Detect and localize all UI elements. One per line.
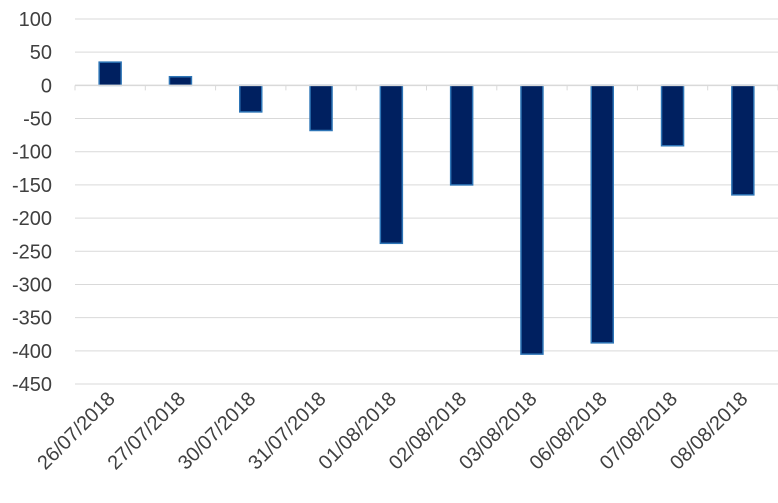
bar-31/07/2018: [309, 84, 333, 132]
gridlines: [75, 18, 778, 385]
y-tick-label: -450: [12, 374, 52, 396]
y-tick-label: 50: [30, 42, 52, 64]
y-tick-label: -200: [12, 208, 52, 230]
bar-07/08/2018: [660, 84, 685, 147]
y-tick-label: -250: [12, 241, 52, 263]
y-tick-label: -350: [12, 308, 52, 330]
y-tick-label: 0: [41, 75, 52, 97]
y-axis: 100 50 0 -50 -100 -150 -200 -250 -300 -350 -400 -45…: [12, 9, 52, 396]
y-tick-label: -150: [12, 175, 52, 197]
bar-26/07/2018: [98, 61, 122, 87]
y-tick-label: -50: [23, 109, 52, 131]
y-tick-label: -100: [12, 142, 52, 164]
bar-27/07/2018: [168, 75, 193, 87]
bar-03/08/2018: [520, 84, 544, 355]
bar-01/08/2018: [379, 84, 404, 245]
bar-06/08/2018: [590, 84, 614, 344]
bar-30/07/2018: [239, 84, 263, 113]
y-tick-label: 100: [19, 9, 52, 31]
y-tick-label: -300: [12, 274, 52, 296]
bar-02/08/2018: [449, 84, 474, 186]
bar-08/08/2018: [731, 84, 755, 196]
bar-series: [98, 61, 755, 355]
y-tick-label: -400: [12, 341, 52, 363]
